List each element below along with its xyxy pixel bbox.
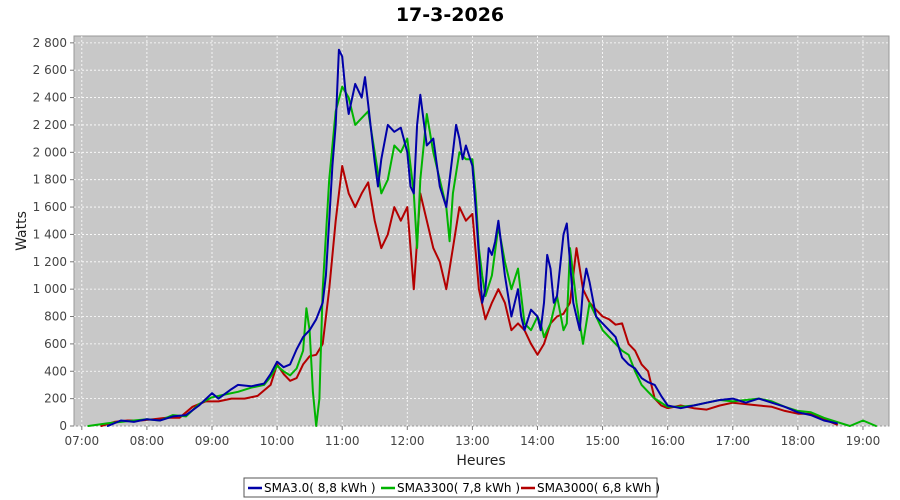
y-tick-label: 1 800 [33, 173, 67, 187]
x-tick-label: 19:00 [846, 434, 881, 448]
y-tick-label: 200 [44, 392, 67, 406]
y-tick-label: 2 200 [33, 118, 67, 132]
y-tick-label: 2 000 [33, 145, 67, 159]
x-axis-label: Heures [456, 453, 505, 469]
x-tick-label: 14:00 [520, 434, 555, 448]
y-tick-label: 800 [44, 310, 67, 324]
x-tick-label: 18:00 [781, 434, 816, 448]
y-tick-label: 2 800 [33, 36, 67, 50]
x-tick-label: 08:00 [130, 434, 165, 448]
series-lines [87, 48, 877, 427]
y-tick-label: 1 000 [33, 282, 67, 296]
y-tick-label: 1 400 [33, 227, 67, 241]
series-line-sma3300 [87, 85, 877, 427]
x-axis: 07:00 08:00 09:00 10:00 11:00 12:00 13:00 14:00… [65, 426, 881, 448]
y-axis: 0 200 400 600 800 1 000 1 200 1 400 1 600 1 800 2 … [33, 36, 74, 433]
chart-title: 17-3-2026 [396, 4, 504, 26]
legend-label-sma3300: SMA3300( 7,8 kWh ) [397, 481, 520, 495]
y-tick-label: 1 600 [33, 200, 67, 214]
x-tick-label: 16:00 [650, 434, 685, 448]
x-tick-label: 17:00 [715, 434, 750, 448]
x-tick-label: 13:00 [455, 434, 490, 448]
grid-lines [74, 36, 889, 427]
legend-box [243, 477, 658, 498]
y-tick-label: 2 600 [33, 63, 67, 77]
y-tick-label: 2 400 [33, 91, 67, 105]
y-tick-label: 600 [44, 337, 67, 351]
x-tick-label: 12:00 [390, 434, 425, 448]
y-tick-label: 0 [59, 419, 67, 433]
y-tick-label: 400 [44, 364, 67, 378]
legend: SMA3.0( 8,8 kWh ) SMA3300( 7,8 kWh ) SMA… [243, 477, 660, 498]
y-tick-label: 1 200 [33, 255, 67, 269]
x-tick-label: 09:00 [195, 434, 230, 448]
legend-label-sma30: SMA3.0( 8,8 kWh ) [264, 481, 376, 495]
x-tick-label: 11:00 [325, 434, 360, 448]
x-tick-label: 10:00 [260, 434, 295, 448]
series-line-sma30 [106, 48, 838, 427]
y-axis-label: Watts [14, 211, 30, 251]
x-tick-label: 07:00 [65, 434, 100, 448]
plot-area [73, 35, 890, 427]
x-tick-label: 15:00 [585, 434, 620, 448]
legend-label-sma3000: SMA3000( 6,8 kWh ) [537, 481, 660, 495]
